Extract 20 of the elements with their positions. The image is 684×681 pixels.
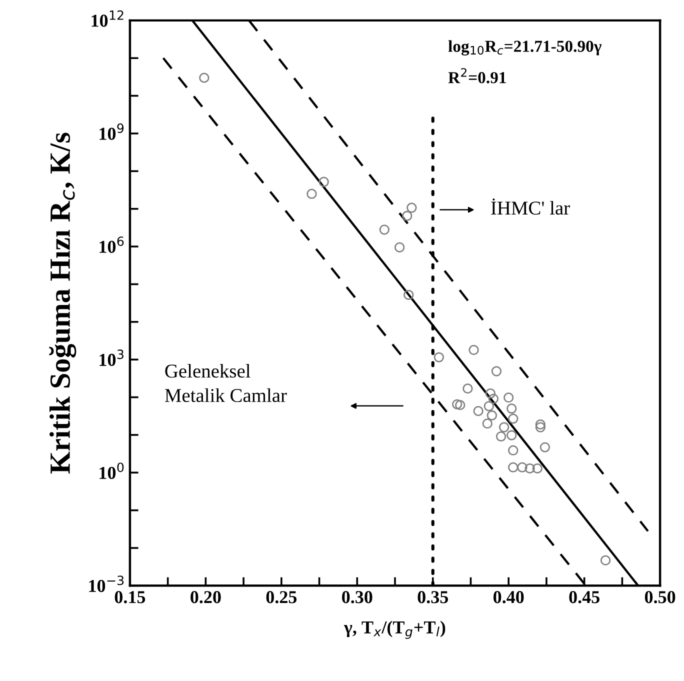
annotation: log$_{10}$R$_{c}$=21.71-50.90γ — [448, 40, 602, 56]
x-tick-label: 0.40 — [493, 591, 524, 604]
y-tick-label: 10$^{−3}$ — [89, 576, 124, 592]
annotation: R$^{2}$=0.91 — [448, 68, 506, 84]
y-axis-title: Kritik Soğuma Hızı R$_{c}$, K/s — [49, 132, 76, 474]
x-axis-title: γ, T$_{x}$/(T$_{g}$+T$_{l}$) — [344, 620, 446, 639]
x-tick-label: 0.45 — [569, 591, 600, 604]
annotation: Geleneksel Metalik Camlar — [164, 364, 287, 402]
x-tick-label: 0.30 — [342, 591, 372, 604]
y-tick-label: 10$^{9}$ — [100, 123, 124, 140]
x-tick-label: 0.25 — [266, 591, 297, 604]
y-tick-label: 10$^{0}$ — [100, 462, 124, 480]
x-tick-label: 0.15 — [114, 591, 146, 604]
annotation: İHMC' lar — [491, 198, 570, 215]
y-tick-label: 10$^{3}$ — [100, 350, 124, 366]
y-tick-label: 10$^{6}$ — [100, 236, 124, 253]
x-tick-label: 0.35 — [418, 591, 448, 604]
y-tick-label: 10$^{12}$ — [92, 10, 124, 27]
x-tick-label: 0.50 — [644, 591, 676, 604]
x-tick-label: 0.20 — [190, 591, 221, 604]
